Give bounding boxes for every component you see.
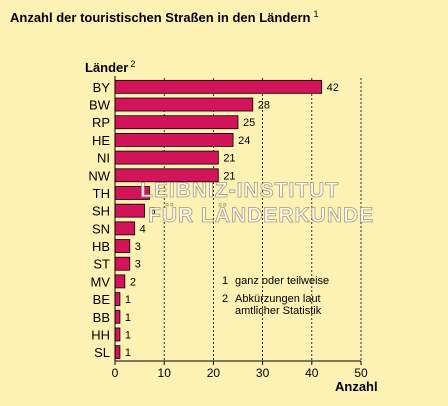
bar-SH xyxy=(114,203,145,218)
footnote-2-number: 2 xyxy=(222,293,228,305)
category-label-NW: NW xyxy=(88,168,110,183)
watermark: LEIBNIZ-INSTITUT FÜR LÄNDERKUNDE xyxy=(140,179,374,228)
category-label-RP: RP xyxy=(92,115,110,130)
footnote-2-text: Abkürzungen laut xyxy=(235,293,321,305)
category-label-SL: SL xyxy=(94,345,110,360)
category-label-BW: BW xyxy=(89,98,111,113)
value-label-MV: 2 xyxy=(130,276,136,288)
value-label-BE: 1 xyxy=(125,294,131,306)
x-axis: 0 10 20 30 40 50 xyxy=(112,76,368,380)
value-label-SN: 4 xyxy=(140,223,146,235)
bar-BW xyxy=(114,97,254,112)
value-label-HB: 3 xyxy=(135,241,141,253)
footnote-1-number: 1 xyxy=(222,275,228,287)
category-label-MV: MV xyxy=(91,274,111,289)
bar-SN xyxy=(114,221,136,236)
value-label-TH: 7 xyxy=(154,188,160,200)
category-label-SH: SH xyxy=(92,204,110,219)
y-axis-title: Länder 2 xyxy=(85,59,135,75)
value-label-BB: 1 xyxy=(125,312,131,324)
category-label-BE: BE xyxy=(93,292,111,307)
footnote-2-text: amtlicher Statistik xyxy=(235,305,322,317)
category-label-BY: BY xyxy=(93,80,111,95)
value-label-BY: 42 xyxy=(327,82,339,94)
value-label-RP: 25 xyxy=(243,117,255,129)
category-label-TH: TH xyxy=(93,186,110,201)
watermark-line-2: FÜR LÄNDERKUNDE xyxy=(148,204,374,227)
x-tick-label-0: 0 xyxy=(112,366,119,380)
category-label-SN: SN xyxy=(92,221,110,236)
category-label-HB: HB xyxy=(92,239,110,254)
ylabel-footnote-marker: 2 xyxy=(130,59,135,69)
value-label-NW: 21 xyxy=(223,170,235,182)
value-label-BW: 28 xyxy=(258,100,270,112)
watermark-line-1: LEIBNIZ-INSTITUT xyxy=(140,179,339,202)
chart-title: Anzahl der touristischen Straßen in den … xyxy=(10,9,319,25)
footnote-1-text: ganz oder teilweise xyxy=(235,275,329,287)
category-labels: BY BW RP HE NI NW TH SH SN HB ST MV BE BB HH SL xyxy=(88,80,110,360)
value-label-SL: 1 xyxy=(125,347,131,359)
x-tick-label-30: 30 xyxy=(256,366,270,380)
bar-NI xyxy=(114,150,219,165)
bar-BB xyxy=(114,309,121,324)
footnotes: 1 ganz oder teilweise 2 Abkürzungen lautamt… xyxy=(222,275,329,317)
x-tick-label-10: 10 xyxy=(158,366,172,380)
value-label-SH: 6 xyxy=(150,206,156,218)
value-label-HE: 24 xyxy=(238,135,250,147)
bar-BE xyxy=(114,292,121,306)
bar-HB xyxy=(114,239,131,253)
grid-lines xyxy=(163,78,362,361)
title-footnote-marker: 1 xyxy=(314,9,319,19)
bar-SL xyxy=(114,345,121,360)
bar-HE xyxy=(114,133,234,147)
category-label-HE: HE xyxy=(92,133,110,148)
category-label-BB: BB xyxy=(93,310,110,325)
x-tick-label-50: 50 xyxy=(354,366,368,380)
x-tick-label-40: 40 xyxy=(305,366,319,380)
value-label-HH: 1 xyxy=(125,329,131,341)
bar-MV xyxy=(114,274,126,289)
value-label-NI: 21 xyxy=(223,153,235,165)
bar-ST xyxy=(114,256,131,271)
category-label-ST: ST xyxy=(93,257,110,272)
category-label-HH: HH xyxy=(91,327,110,342)
bar-BY xyxy=(114,79,323,94)
category-label-NI: NI xyxy=(97,151,110,166)
bar-RP xyxy=(114,115,239,130)
value-label-ST: 3 xyxy=(135,259,141,271)
bar-HH xyxy=(114,327,121,342)
x-axis-title: Anzahl xyxy=(335,379,378,394)
x-tick-label-20: 20 xyxy=(207,366,221,380)
